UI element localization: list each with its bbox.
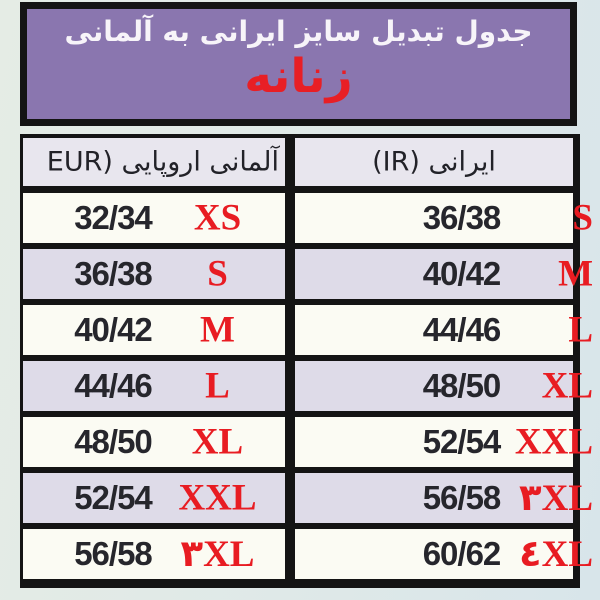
- cell-eur: 56/58 ۳XL: [23, 529, 295, 579]
- ir-size-value: 56/58: [422, 479, 502, 516]
- table-row: 56/58 ۳XL 60/62 ٤XL: [23, 529, 593, 579]
- ir-size-tag: S: [572, 197, 593, 239]
- cell-ir: 44/46 L: [295, 305, 593, 355]
- ir-size-tag: M: [558, 253, 593, 295]
- table-row: 36/38 S 40/42 M: [23, 249, 593, 305]
- cell-eur: 44/46 L: [23, 361, 295, 411]
- eur-size-value: 52/54: [74, 479, 153, 516]
- cell-ir: 56/58 ۳XL: [295, 473, 593, 523]
- column-header-ir: ایرانی (IR): [372, 146, 496, 178]
- ir-size-tag: XL: [541, 365, 593, 407]
- table-row: 52/54 XXL 56/58 ۳XL: [23, 473, 593, 529]
- eur-size-tag: S: [207, 253, 228, 295]
- cell-eur: 48/50 XL: [23, 417, 295, 467]
- eur-size-tag: M: [200, 309, 235, 351]
- table-row: 48/50 XL 52/54 XXL: [23, 417, 593, 473]
- eur-size-value: 48/50: [74, 423, 153, 460]
- eur-size-tag: XS: [193, 197, 242, 239]
- cell-eur: 40/42 M: [23, 305, 295, 355]
- header-cell-eur: آلمانی اروپایی (EUR: [23, 138, 295, 186]
- eur-size-tag: L: [205, 365, 230, 407]
- eur-size-value: 32/34: [74, 199, 153, 236]
- eur-size-value: 44/46: [74, 367, 153, 404]
- cell-ir: 52/54 XXL: [295, 417, 593, 467]
- cell-eur: 32/34 XS: [23, 193, 295, 243]
- column-header-eur: آلمانی اروپایی (EUR: [46, 146, 279, 178]
- ir-size-tag: XXL: [514, 421, 593, 463]
- table-row: 40/42 M 44/46 L: [23, 305, 593, 361]
- ir-size-value: 48/50: [422, 367, 502, 404]
- eur-size-value: 56/58: [74, 535, 153, 572]
- eur-size-tag: XXL: [178, 477, 257, 519]
- ir-size-value: 60/62: [422, 535, 502, 572]
- cell-ir: 48/50 XL: [295, 361, 593, 411]
- cell-ir: 36/38 S: [295, 193, 593, 243]
- ir-size-value: 52/54: [422, 423, 502, 460]
- ir-size-value: 40/42: [422, 255, 502, 292]
- ir-size-tag: ٤XL: [519, 534, 593, 575]
- banner-title: جدول تبدیل سایز ایرانی به آلمانی: [64, 15, 533, 48]
- table-row: 32/34 XS 36/38 S: [23, 193, 593, 249]
- table-row: 44/46 L 48/50 XL: [23, 361, 593, 417]
- ir-size-tag: L: [568, 309, 593, 351]
- banner-category-women: زنانه: [244, 48, 353, 104]
- title-banner: جدول تبدیل سایز ایرانی به آلمانی زنانه: [20, 2, 577, 126]
- ir-size-value: 36/38: [422, 199, 502, 236]
- cell-ir: 60/62 ٤XL: [295, 529, 593, 579]
- ir-size-value: 44/46: [422, 311, 502, 348]
- ir-size-tag: ۳XL: [519, 478, 593, 519]
- cell-eur: 36/38 S: [23, 249, 295, 299]
- eur-size-value: 40/42: [74, 311, 153, 348]
- header-cell-ir: ایرانی (IR): [295, 138, 573, 186]
- eur-size-value: 36/38: [74, 255, 153, 292]
- eur-size-tag: XL: [191, 421, 244, 463]
- cell-eur: 52/54 XXL: [23, 473, 295, 523]
- size-conversion-table: آلمانی اروپایی (EUR ایرانی (IR) 32/34 XS…: [20, 134, 593, 588]
- table-header-row: آلمانی اروپایی (EUR ایرانی (IR): [23, 138, 573, 193]
- eur-size-tag: ۳XL: [180, 534, 255, 575]
- cell-ir: 40/42 M: [295, 249, 593, 299]
